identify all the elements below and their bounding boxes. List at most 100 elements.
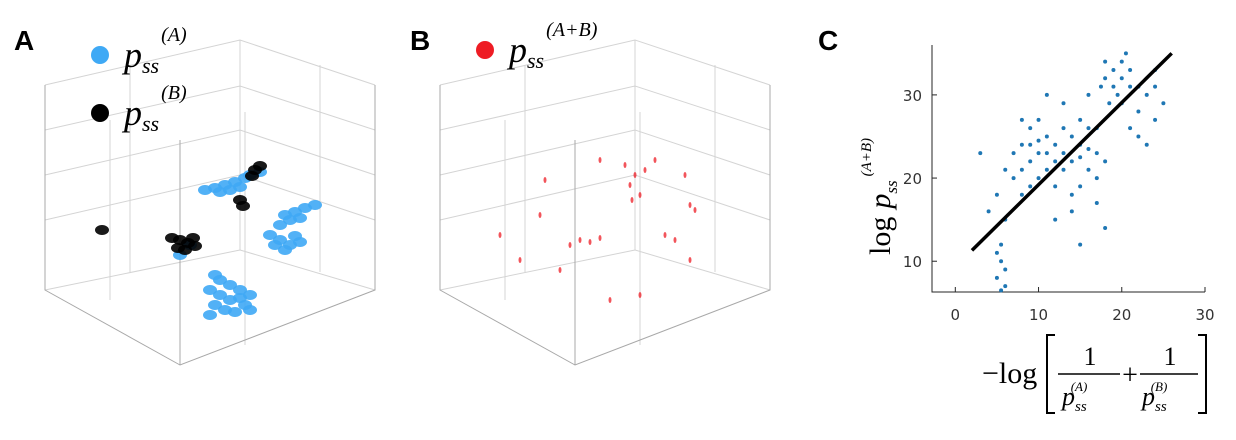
point	[1103, 76, 1108, 81]
svg-text:pss(B): pss (B)	[1140, 379, 1167, 415]
point	[1011, 151, 1016, 156]
point	[633, 172, 637, 178]
point	[1103, 159, 1108, 164]
point	[1036, 176, 1041, 181]
point	[1136, 109, 1141, 114]
point	[243, 290, 257, 300]
point	[293, 213, 307, 223]
point	[1144, 142, 1149, 147]
point	[578, 237, 582, 243]
point	[1069, 134, 1074, 139]
legend-text: ss	[142, 111, 159, 136]
point	[245, 171, 259, 181]
point	[663, 232, 667, 238]
point	[1086, 167, 1091, 172]
point	[628, 182, 632, 188]
legend-marker	[91, 46, 109, 64]
point	[994, 275, 999, 280]
x-axis-label: −log 1 pss(A) + 1 pss(B)	[982, 334, 1207, 415]
point	[1036, 138, 1041, 143]
point	[288, 231, 302, 241]
point	[1078, 155, 1083, 160]
point	[683, 172, 687, 178]
point	[1003, 284, 1008, 289]
point	[598, 235, 602, 241]
y-label-part: log	[864, 217, 897, 255]
point	[1136, 134, 1141, 139]
point	[1103, 225, 1108, 230]
y-label-part: (A+B)	[859, 138, 875, 176]
point	[263, 230, 277, 240]
point	[538, 212, 542, 218]
point	[673, 237, 677, 243]
point	[228, 307, 242, 317]
point	[1053, 159, 1058, 164]
point	[223, 185, 237, 195]
point	[653, 157, 657, 163]
point	[688, 257, 692, 263]
point	[518, 257, 522, 263]
legend-entry: pss(A)	[121, 24, 187, 78]
point	[1061, 167, 1066, 172]
point	[999, 288, 1004, 293]
point	[223, 280, 237, 290]
point	[273, 220, 287, 230]
point	[1128, 126, 1133, 131]
x-label-part: ss	[1075, 399, 1087, 415]
point	[1086, 92, 1091, 97]
point	[1086, 126, 1091, 131]
point	[1061, 126, 1066, 131]
legend-text: (A)	[161, 24, 187, 46]
point	[1053, 142, 1058, 147]
point	[1128, 67, 1133, 72]
point	[1119, 76, 1124, 81]
point	[1036, 117, 1041, 122]
x-label-part: 1	[1084, 342, 1097, 371]
legend-text: ss	[527, 48, 544, 73]
fit-line	[970, 52, 1173, 252]
point	[1098, 84, 1103, 89]
x-label-part: +	[1122, 360, 1138, 391]
point	[1111, 67, 1116, 72]
point	[213, 290, 227, 300]
point	[1153, 117, 1158, 122]
point	[558, 267, 562, 273]
legend-text: ss	[142, 53, 159, 78]
panel-label: C	[818, 25, 838, 56]
point	[623, 162, 627, 168]
point	[233, 285, 247, 295]
x-label-part: p	[1140, 382, 1155, 411]
x-label-part: p	[1060, 382, 1075, 411]
point	[1123, 51, 1128, 56]
svg-text:logpss(A+B): log pss (A+B)	[859, 138, 901, 255]
point	[1161, 101, 1166, 106]
point	[1044, 134, 1049, 139]
legend-entry: pss(B)	[121, 82, 187, 136]
point	[1078, 184, 1083, 189]
legend-marker	[476, 41, 494, 59]
point	[1103, 59, 1108, 64]
point	[1028, 142, 1033, 147]
point	[999, 259, 1004, 264]
y-tick-label: 20	[903, 170, 922, 188]
x-tick-label: 30	[1195, 306, 1214, 324]
point	[498, 232, 502, 238]
point	[1119, 59, 1124, 64]
point	[213, 275, 227, 285]
point	[1061, 101, 1066, 106]
point	[203, 310, 217, 320]
point	[638, 192, 642, 198]
y-tick-label: 10	[903, 253, 922, 271]
point	[1053, 217, 1058, 222]
point	[588, 239, 592, 245]
point	[178, 245, 192, 255]
point	[253, 161, 267, 171]
point	[1003, 267, 1008, 272]
point	[278, 245, 292, 255]
point	[186, 233, 200, 243]
x-tick-label: 10	[1029, 306, 1048, 324]
point	[994, 192, 999, 197]
y-label-part: p	[864, 194, 897, 211]
legend-text: p	[506, 30, 527, 70]
